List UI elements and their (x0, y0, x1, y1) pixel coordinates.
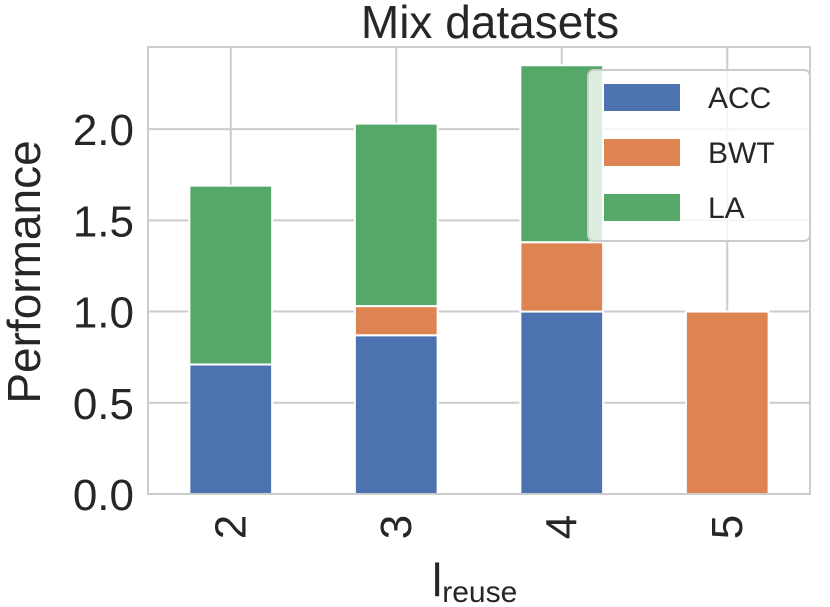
bar-la-3 (353, 122, 439, 308)
y-axis-label: Performance (0, 140, 50, 403)
y-tick-label: 1.5 (73, 197, 134, 246)
legend-swatch-acc (604, 84, 680, 111)
chart-title: Mix datasets (361, 0, 619, 48)
x-tick-label: 4 (537, 515, 586, 539)
legend-swatch-la (604, 194, 680, 221)
x-axis-label: lreuse (432, 554, 517, 607)
legend: ACC BWT LA (587, 69, 811, 242)
legend-label-la: LA (708, 192, 745, 225)
y-tick-label: 1.0 (73, 289, 134, 338)
bar-bwt-3 (353, 305, 439, 337)
bars-layer (188, 64, 770, 495)
x-axis-label-main: l (432, 554, 442, 606)
x-tick-label: 2 (206, 515, 255, 539)
legend-swatch-bwt (604, 139, 680, 166)
y-tick-label: 0.5 (73, 380, 134, 429)
y-tick-label: 0.0 (73, 471, 134, 520)
bar-bwt-5 (684, 310, 770, 495)
plot-frame (147, 46, 811, 495)
y-tick-label: 2.0 (73, 106, 134, 155)
bar-la-2 (188, 184, 274, 366)
legend-label-acc: ACC (708, 82, 771, 115)
legend-label-bwt: BWT (708, 137, 775, 170)
x-tick-label: 5 (703, 515, 752, 539)
y-tick-labels: 0.0 0.5 1.0 1.5 2.0 (73, 106, 134, 520)
bar-bwt-4 (519, 241, 605, 313)
bar-acc-4 (519, 310, 605, 495)
bar-acc-2 (188, 363, 274, 495)
x-tick-label: 3 (372, 515, 421, 539)
x-axis-label-subscript: reuse (442, 576, 517, 607)
x-tick-labels: 2 3 4 5 (206, 515, 752, 539)
bar-acc-3 (353, 334, 439, 495)
